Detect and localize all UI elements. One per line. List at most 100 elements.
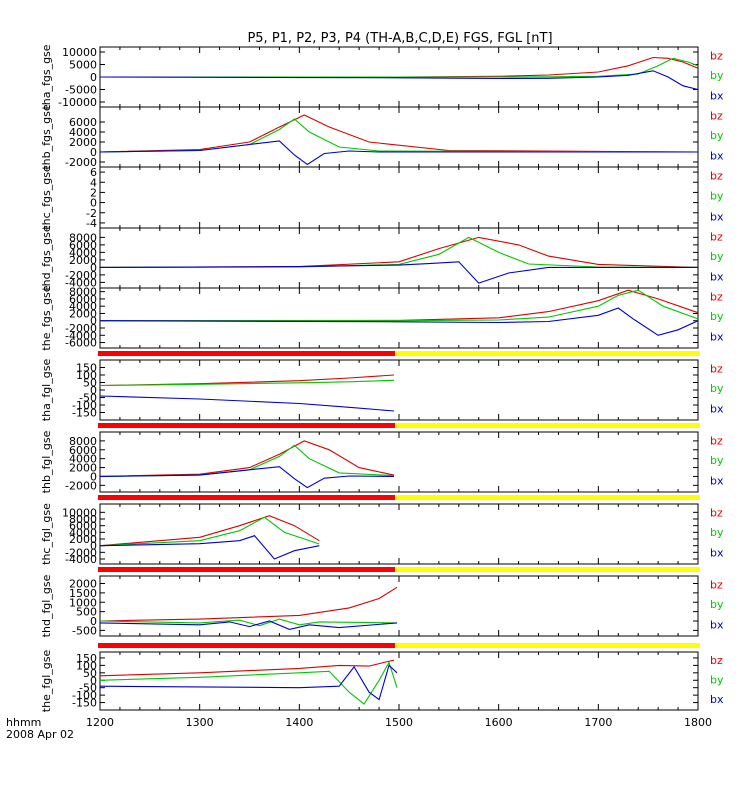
y-tick-label: 2000 [69, 578, 97, 591]
y-axis-label: thd_fgs_gse [40, 225, 53, 291]
y-tick-label: -4000 [65, 553, 97, 566]
y-tick-label: -100 [72, 399, 97, 412]
legend-bz: bz [710, 109, 723, 122]
legend-bz: bz [710, 654, 723, 667]
legend-bz: bz [710, 434, 723, 447]
y-tick-label: 8000 [69, 286, 97, 299]
y-tick-label: -4000 [65, 276, 97, 289]
y-tick-label: -2000 [65, 156, 97, 169]
y-tick-label: 0 [90, 261, 97, 274]
y-tick-label: -4 [86, 217, 97, 230]
series-line-by [99, 661, 398, 705]
y-tick-label: 4000 [69, 453, 97, 466]
y-tick-label: 100 [76, 369, 97, 382]
y-axis-label: thc_fgl_gse [40, 503, 53, 565]
y-tick-label: 4000 [69, 246, 97, 259]
legend-bz: bz [710, 170, 723, 183]
panel-frame [99, 431, 699, 493]
y-tick-label: 0 [90, 315, 97, 328]
series-line-bx [99, 70, 699, 91]
y-tick-label: 100 [76, 659, 97, 672]
status-bar-red [98, 643, 395, 648]
panel-frame [99, 227, 699, 289]
y-axis-label: the_fgs_gse [40, 285, 53, 350]
series-line-by [99, 516, 320, 547]
legend-bz: bz [710, 578, 723, 591]
series-line-bz [99, 515, 320, 547]
y-tick-label: 500 [76, 606, 97, 619]
y-axis-label: tha_fgl_gse [40, 359, 53, 422]
y-tick-label: 150 [76, 652, 97, 665]
series-line-bx [99, 261, 698, 284]
y-axis-label: the_fgl_gse [40, 650, 53, 713]
y-tick-label: 0 [90, 674, 97, 687]
chart-title: P5, P1, P2, P3, P4 (TH-A,B,C,D,E) FGS, F… [247, 31, 552, 46]
series-line-bz [99, 114, 699, 153]
y-tick-label: -4000 [65, 329, 97, 342]
y-tick-label: 0 [90, 146, 97, 159]
legend-by: by [710, 190, 724, 203]
series-line-bz [99, 440, 395, 477]
legend-bx: bx [710, 210, 724, 223]
y-tick-label: 6 [90, 166, 97, 179]
y-tick-label: 0 [90, 540, 97, 553]
y-tick-label: 4 [90, 176, 97, 189]
status-bar-yellow [395, 643, 700, 648]
legend-bz: bz [710, 49, 723, 62]
legend-bz: bz [710, 230, 723, 243]
y-tick-label: -50 [79, 682, 97, 695]
legend-bz: bz [710, 362, 723, 375]
y-tick-label: 2000 [69, 462, 97, 475]
x-axis-label-date: 2008 Apr 02 [6, 728, 74, 741]
series-line-bx [99, 535, 320, 560]
series-line-bx [99, 395, 395, 412]
panel-frame [99, 166, 699, 229]
series-line-by [100, 289, 699, 322]
series-line-by [99, 236, 699, 268]
y-tick-label: -150 [72, 697, 97, 710]
series-line-by [99, 444, 395, 477]
y-tick-label: -5000 [65, 84, 97, 97]
y-axis-label: tha_fgs_gse [40, 44, 53, 109]
status-bar-red [98, 423, 395, 428]
y-tick-label: 8000 [69, 513, 97, 526]
y-tick-label: 6000 [69, 520, 97, 533]
series-line-bz [99, 586, 398, 622]
panel-frame [99, 359, 699, 421]
y-tick-label: 10000 [62, 46, 97, 59]
legend-by: by [710, 598, 724, 611]
series-line-bx [99, 664, 398, 701]
series-line-bz [99, 659, 395, 677]
y-tick-label: 5000 [69, 59, 97, 72]
legend-bx: bx [710, 331, 724, 344]
status-bar-yellow [395, 351, 700, 356]
y-tick-label: 0 [90, 470, 97, 483]
y-axis-label: thc_fgs_gse [40, 165, 53, 230]
y-tick-label: 8000 [69, 435, 97, 448]
panel-frame [99, 503, 699, 565]
x-tick-label: 1200 [86, 716, 114, 729]
y-tick-label: 8000 [69, 231, 97, 244]
y-tick-label: 50 [83, 377, 97, 390]
legend-by: by [710, 454, 724, 467]
y-axis-label: thd_fgl_gse [40, 574, 53, 637]
y-tick-label: 4000 [69, 300, 97, 313]
y-tick-label: -6000 [65, 337, 97, 350]
x-tick-label: 1800 [684, 716, 712, 729]
x-tick-label: 1400 [285, 716, 313, 729]
legend-by: by [710, 250, 724, 263]
legend-by: by [710, 382, 724, 395]
y-tick-label: -2000 [65, 546, 97, 559]
x-tick-label: 1300 [186, 716, 214, 729]
y-tick-label: 150 [76, 362, 97, 375]
y-tick-label: 2000 [69, 254, 97, 267]
legend-by: by [710, 310, 724, 323]
